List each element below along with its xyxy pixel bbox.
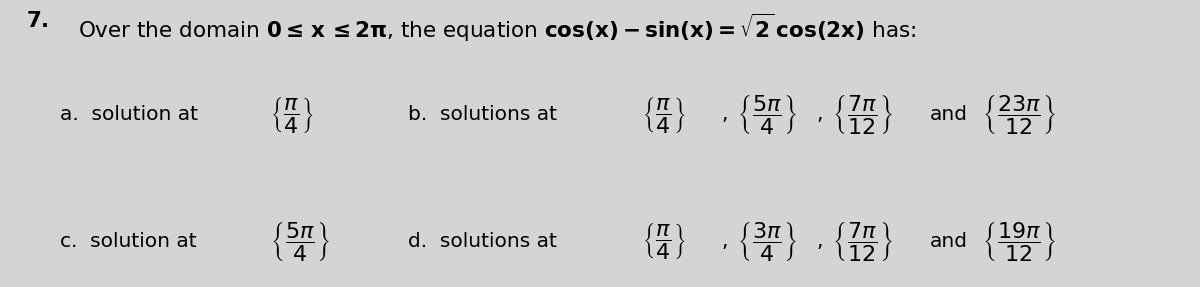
Text: 7.: 7. xyxy=(26,11,49,32)
Text: and: and xyxy=(930,105,968,124)
Text: Over the domain $\mathbf{0{\leq}\,x\,{\leq}2\pi}$, the equation $\mathbf{cos(x)-: Over the domain $\mathbf{0{\leq}\,x\,{\l… xyxy=(78,11,916,44)
Text: $\left\{\dfrac{3\pi}{4}\right\}$: $\left\{\dfrac{3\pi}{4}\right\}$ xyxy=(737,220,797,263)
Text: a.  solution at: a. solution at xyxy=(60,105,198,124)
Text: $\left\{\dfrac{7\pi}{12}\right\}$: $\left\{\dfrac{7\pi}{12}\right\}$ xyxy=(832,93,893,136)
Text: $\left\{\dfrac{\pi}{4}\right\}$: $\left\{\dfrac{\pi}{4}\right\}$ xyxy=(642,95,685,135)
Text: $\left\{\dfrac{23\pi}{12}\right\}$: $\left\{\dfrac{23\pi}{12}\right\}$ xyxy=(982,93,1056,136)
Text: $\left\{\dfrac{\pi}{4}\right\}$: $\left\{\dfrac{\pi}{4}\right\}$ xyxy=(270,95,313,135)
Text: $\left\{\dfrac{5\pi}{4}\right\}$: $\left\{\dfrac{5\pi}{4}\right\}$ xyxy=(737,93,797,136)
Text: c.  solution at: c. solution at xyxy=(60,232,197,251)
Text: $,$: $,$ xyxy=(721,232,727,251)
Text: $\left\{\dfrac{19\pi}{12}\right\}$: $\left\{\dfrac{19\pi}{12}\right\}$ xyxy=(982,220,1056,263)
Text: $,$: $,$ xyxy=(816,105,822,124)
Text: and: and xyxy=(930,232,968,251)
Text: $,$: $,$ xyxy=(816,232,822,251)
Text: $\left\{\dfrac{7\pi}{12}\right\}$: $\left\{\dfrac{7\pi}{12}\right\}$ xyxy=(832,220,893,263)
Text: $\left\{\dfrac{5\pi}{4}\right\}$: $\left\{\dfrac{5\pi}{4}\right\}$ xyxy=(270,220,330,263)
Text: $\left\{\dfrac{\pi}{4}\right\}$: $\left\{\dfrac{\pi}{4}\right\}$ xyxy=(642,221,685,261)
Text: d.  solutions at: d. solutions at xyxy=(408,232,557,251)
Text: b.  solutions at: b. solutions at xyxy=(408,105,557,124)
Text: $,$: $,$ xyxy=(721,105,727,124)
